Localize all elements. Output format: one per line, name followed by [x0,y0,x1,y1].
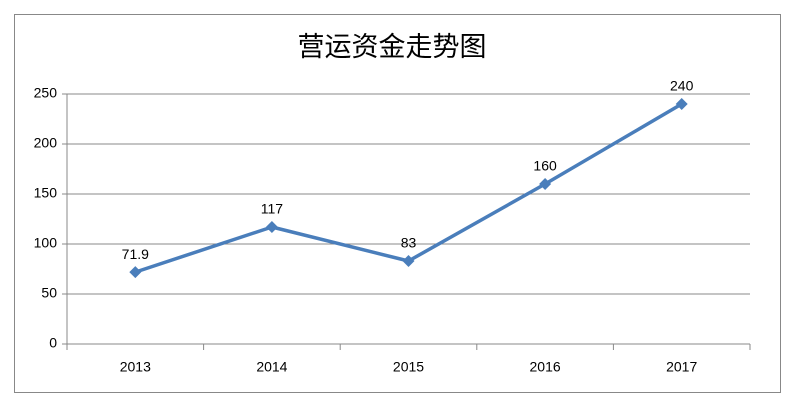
point-marker [539,178,552,190]
data-label: 117 [261,201,284,217]
point-marker [402,255,415,267]
y-tick-label: 100 [34,235,58,251]
chart-border [14,14,781,393]
data-label: 83 [401,235,417,251]
y-tick-label: 0 [49,335,57,351]
y-tick-label: 250 [34,85,58,101]
data-label: 71.9 [122,246,149,262]
y-tick-label: 200 [34,135,58,151]
point-marker [265,221,278,233]
data-label: 240 [670,78,694,94]
x-tick-label: 2013 [120,359,151,375]
data-label: 160 [533,158,557,174]
y-tick-label: 150 [34,185,58,201]
x-tick-label: 2016 [530,359,561,375]
x-tick-label: 2014 [256,359,287,375]
point-marker [675,98,688,110]
y-tick-label: 50 [41,285,57,301]
chart-title: 营运资金走势图 [298,32,487,62]
x-tick-label: 2017 [666,359,697,375]
x-tick-label: 2015 [393,359,424,375]
point-marker [129,266,142,279]
